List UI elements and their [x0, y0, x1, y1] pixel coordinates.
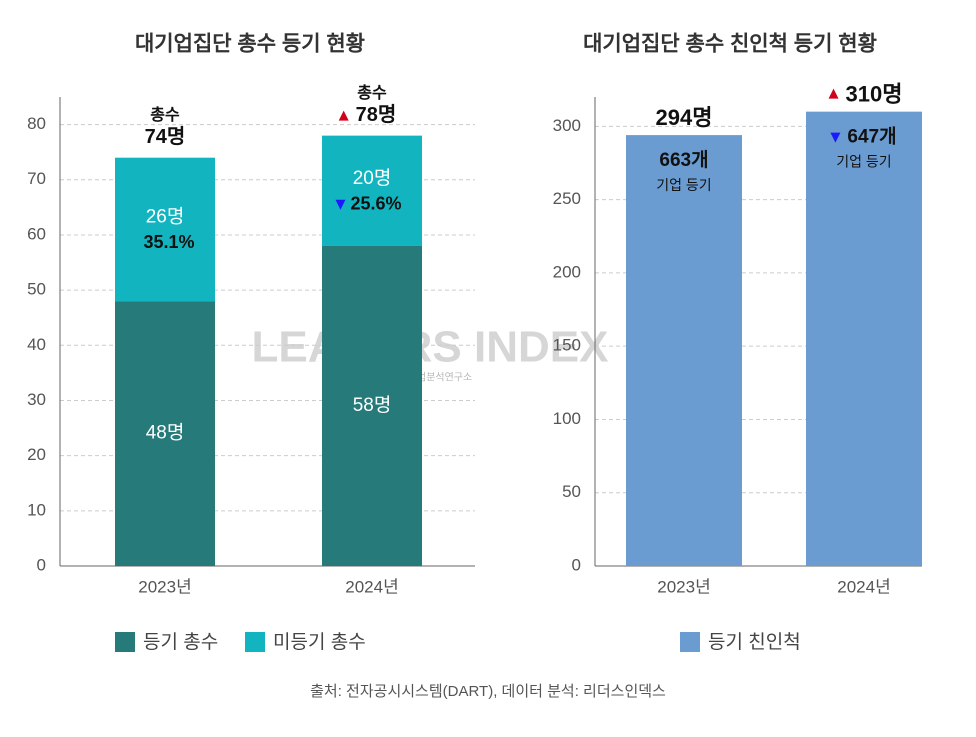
x-tick-label: 2023년 — [657, 577, 710, 596]
y-tick-label: 0 — [37, 555, 46, 574]
y-tick-label: 250 — [553, 189, 581, 208]
watermark: LEADERS INDEX — [252, 323, 609, 372]
total-title: 총수 — [357, 84, 387, 102]
y-tick-label: 40 — [27, 335, 46, 354]
value-label: 48명 — [146, 422, 185, 444]
watermark-subtitle: 기업분석연구소 — [408, 371, 472, 384]
y-tick-label: 200 — [553, 262, 581, 281]
up-marker — [828, 88, 839, 99]
legend-label: 미등기 총수 — [273, 631, 366, 653]
y-tick-label: 20 — [27, 445, 46, 464]
value-label: 20명 — [353, 167, 392, 189]
y-tick-label: 80 — [27, 114, 46, 133]
value-label: 310명 — [846, 81, 903, 106]
y-tick-label: 150 — [553, 336, 581, 355]
filing-title: 기업 등기 — [656, 177, 711, 193]
share-label: 35.1% — [143, 232, 194, 252]
y-tick-label: 100 — [553, 409, 581, 428]
bar — [115, 157, 215, 302]
chart-title: 대기업집단 총수 등기 현황 — [135, 33, 365, 56]
legend-label: 등기 총수 — [143, 631, 218, 653]
x-tick-label: 2023년 — [138, 577, 191, 596]
filing-title: 기업 등기 — [836, 153, 891, 169]
bar — [806, 111, 922, 566]
total-label: 74명 — [145, 125, 186, 148]
y-tick-label: 0 — [572, 555, 581, 574]
total-label: 78명 — [356, 103, 397, 126]
total-title: 총수 — [150, 106, 180, 124]
legend-swatch — [115, 632, 135, 652]
y-tick-label: 300 — [553, 116, 581, 135]
value-label: 26명 — [146, 205, 185, 227]
filing-label: 647개 — [847, 126, 896, 148]
bar — [626, 135, 742, 566]
chart-title: 대기업집단 총수 친인척 등기 현황 — [583, 33, 877, 56]
down-marker — [335, 199, 346, 210]
up-marker — [338, 110, 349, 121]
legend-label: 등기 친인척 — [708, 631, 801, 653]
footer: 출처: 전자공시시스템(DART), 데이터 분석: 리더스인덱스 — [310, 683, 666, 700]
value-label: 58명 — [353, 394, 392, 416]
y-tick-label: 50 — [27, 280, 46, 299]
bar — [322, 135, 422, 246]
y-tick-label: 50 — [562, 482, 581, 501]
bar — [115, 301, 215, 566]
value-label: 294명 — [656, 105, 713, 130]
x-tick-label: 2024년 — [837, 577, 890, 596]
y-tick-label: 60 — [27, 224, 46, 243]
x-tick-label: 2024년 — [345, 577, 398, 596]
legend-swatch — [680, 632, 700, 652]
filing-label: 663개 — [659, 149, 708, 171]
down-marker — [830, 132, 841, 143]
y-tick-label: 70 — [27, 169, 46, 188]
share-label: 25.6% — [350, 194, 401, 214]
y-tick-label: 30 — [27, 390, 46, 409]
y-tick-label: 10 — [27, 500, 46, 519]
bar — [322, 245, 422, 566]
legend-swatch — [245, 632, 265, 652]
